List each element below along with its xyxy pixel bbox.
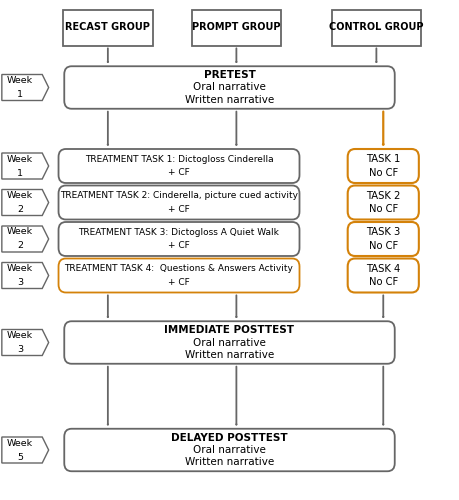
Text: Oral narrative: Oral narrative xyxy=(193,338,266,347)
Text: Week: Week xyxy=(7,438,33,448)
FancyBboxPatch shape xyxy=(348,149,419,183)
Text: No CF: No CF xyxy=(369,204,398,214)
Text: IMMEDIATE POSTTEST: IMMEDIATE POSTTEST xyxy=(164,326,295,336)
Text: 5: 5 xyxy=(17,452,23,462)
Text: Written narrative: Written narrative xyxy=(185,457,274,467)
Bar xyxy=(63,10,153,46)
Text: Week: Week xyxy=(7,264,33,273)
Polygon shape xyxy=(2,262,49,288)
FancyBboxPatch shape xyxy=(348,222,419,256)
Text: Written narrative: Written narrative xyxy=(185,350,274,360)
Text: TREATMENT TASK 3: Dictogloss A Quiet Walk: TREATMENT TASK 3: Dictogloss A Quiet Wal… xyxy=(78,228,280,236)
FancyBboxPatch shape xyxy=(64,428,395,471)
Text: 1: 1 xyxy=(17,168,23,177)
Text: 2: 2 xyxy=(17,242,23,250)
FancyBboxPatch shape xyxy=(59,222,300,256)
Text: + CF: + CF xyxy=(168,242,190,250)
Polygon shape xyxy=(2,226,49,252)
FancyBboxPatch shape xyxy=(59,186,300,220)
Text: 3: 3 xyxy=(17,278,23,287)
Text: RECAST GROUP: RECAST GROUP xyxy=(66,22,150,32)
Text: TREATMENT TASK 4:  Questions & Answers Activity: TREATMENT TASK 4: Questions & Answers Ac… xyxy=(65,264,293,273)
Text: Oral narrative: Oral narrative xyxy=(193,445,266,455)
Text: CONTROL GROUP: CONTROL GROUP xyxy=(329,22,424,32)
Text: TASK 1: TASK 1 xyxy=(366,154,400,164)
Text: Written narrative: Written narrative xyxy=(185,94,274,104)
Polygon shape xyxy=(2,437,49,463)
FancyBboxPatch shape xyxy=(59,258,300,292)
Text: Week: Week xyxy=(7,76,33,85)
Text: + CF: + CF xyxy=(168,205,190,214)
FancyBboxPatch shape xyxy=(59,149,300,183)
Text: Week: Week xyxy=(7,228,33,236)
Text: TREATMENT TASK 2: Cinderella, picture cued activity: TREATMENT TASK 2: Cinderella, picture cu… xyxy=(60,191,298,200)
FancyBboxPatch shape xyxy=(348,186,419,220)
Text: No CF: No CF xyxy=(369,241,398,251)
Text: Week: Week xyxy=(7,191,33,200)
Text: No CF: No CF xyxy=(369,168,398,178)
Text: Week: Week xyxy=(7,154,33,164)
Bar xyxy=(331,10,421,46)
Text: TASK 4: TASK 4 xyxy=(366,264,400,274)
FancyBboxPatch shape xyxy=(64,66,395,109)
Polygon shape xyxy=(2,330,49,355)
FancyBboxPatch shape xyxy=(348,258,419,292)
Text: PRETEST: PRETEST xyxy=(203,70,256,81)
Text: Oral narrative: Oral narrative xyxy=(193,82,266,92)
FancyBboxPatch shape xyxy=(64,321,395,364)
Text: + CF: + CF xyxy=(168,168,190,177)
Polygon shape xyxy=(2,74,49,101)
Text: TREATMENT TASK 1: Dictogloss Cinderella: TREATMENT TASK 1: Dictogloss Cinderella xyxy=(85,154,273,164)
Text: TASK 2: TASK 2 xyxy=(366,190,400,200)
Text: Week: Week xyxy=(7,331,33,340)
Text: TASK 3: TASK 3 xyxy=(366,227,400,237)
Polygon shape xyxy=(2,190,49,216)
Text: No CF: No CF xyxy=(369,278,398,287)
Text: 3: 3 xyxy=(17,345,23,354)
Polygon shape xyxy=(2,153,49,179)
Text: 1: 1 xyxy=(17,90,23,99)
Text: 2: 2 xyxy=(17,205,23,214)
Text: PROMPT GROUP: PROMPT GROUP xyxy=(192,22,280,32)
Text: DELAYED POSTTEST: DELAYED POSTTEST xyxy=(171,433,288,443)
Text: + CF: + CF xyxy=(168,278,190,287)
Bar xyxy=(192,10,281,46)
